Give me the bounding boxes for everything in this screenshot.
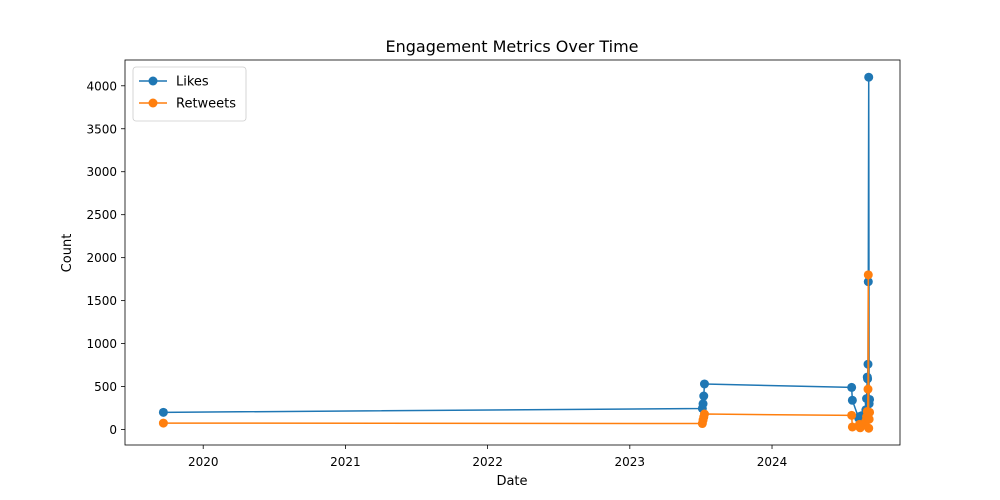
legend-swatch-marker xyxy=(148,98,158,108)
y-tick-label: 2500 xyxy=(86,208,117,222)
data-point-likes-3 xyxy=(699,391,709,401)
legend-item-retweets: Retweets xyxy=(139,97,236,112)
data-point-retweets-0 xyxy=(158,418,168,428)
chart-title: Engagement Metrics Over Time xyxy=(385,37,638,56)
x-axis-label: Date xyxy=(496,474,527,489)
data-point-likes-6 xyxy=(847,395,857,405)
data-point-likes-17 xyxy=(864,72,874,82)
plot-background xyxy=(125,60,900,445)
legend-swatch-marker xyxy=(148,76,158,86)
y-tick-label: 4000 xyxy=(86,79,117,93)
x-tick-label: 2020 xyxy=(188,455,219,469)
series-retweets xyxy=(158,270,875,433)
data-point-retweets-17 xyxy=(864,423,874,433)
y-tick-label: 500 xyxy=(94,380,117,394)
data-point-likes-5 xyxy=(847,382,857,392)
y-tick-label: 3500 xyxy=(86,122,117,136)
legend: Likes Retweets xyxy=(132,66,247,122)
data-point-retweets-19 xyxy=(865,407,875,417)
y-tick-label: 2000 xyxy=(86,251,117,265)
legend-label: Retweets xyxy=(176,97,236,112)
x-tick-label: 2021 xyxy=(330,455,361,469)
y-tick-label: 0 xyxy=(109,423,117,437)
plot-area xyxy=(125,60,900,445)
x-tick-label: 2024 xyxy=(757,455,788,469)
data-point-retweets-15 xyxy=(863,384,873,394)
axes-layer: 2020 2021 2022 2023 2024 0 500 1000 1500 2000 2500… xyxy=(86,59,901,469)
x-tick-label: 2022 xyxy=(472,455,503,469)
plot-frame xyxy=(124,59,901,446)
data-point-likes-19 xyxy=(865,394,875,404)
y-tick-label: 1000 xyxy=(86,337,117,351)
data-point-retweets-4 xyxy=(699,409,709,419)
data-point-retweets-16 xyxy=(863,270,873,280)
data-point-retweets-18 xyxy=(864,414,874,424)
data-point-likes-4 xyxy=(699,379,709,389)
data-point-likes-0 xyxy=(158,407,168,417)
legend-label: Likes xyxy=(176,75,209,90)
x-tick-label: 2023 xyxy=(615,455,646,469)
data-point-retweets-5 xyxy=(847,410,857,420)
y-axis-label: Count xyxy=(60,234,75,273)
data-point-likes-2 xyxy=(698,399,708,409)
legend-item-likes: Likes xyxy=(139,75,209,90)
y-tick-label: 3000 xyxy=(86,165,117,179)
y-tick-label: 1500 xyxy=(86,294,117,308)
series-layer xyxy=(158,72,875,433)
